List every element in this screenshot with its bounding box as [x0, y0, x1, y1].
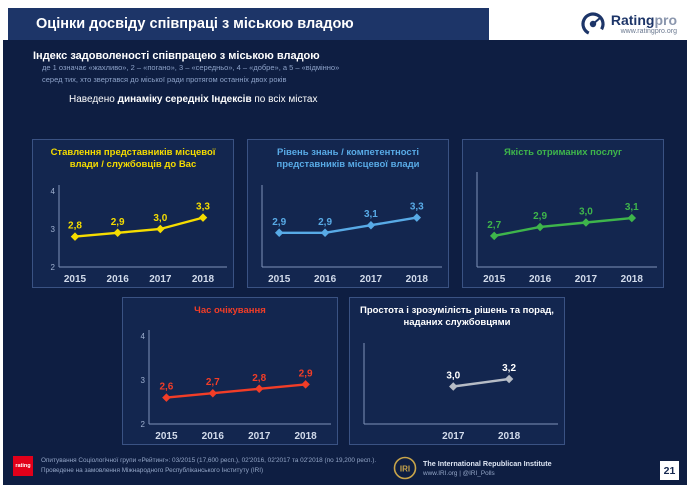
panel-competence: Рівень знань / компетентності представни…: [247, 139, 449, 288]
svg-text:2,9: 2,9: [318, 216, 332, 227]
iri-name: The International Republican Institute: [423, 459, 552, 468]
svg-text:2017: 2017: [575, 274, 598, 285]
svg-text:2015: 2015: [64, 274, 87, 285]
svg-text:3: 3: [51, 225, 56, 234]
svg-text:2015: 2015: [155, 431, 178, 442]
dynamics-note: Наведено динаміку середніх Індексів по в…: [69, 94, 318, 106]
svg-text:3: 3: [141, 376, 146, 385]
rating-group-logo: rating: [13, 456, 33, 476]
line-chart-attitude: 2 3 4 2,8 2015 2,9 2016 3,0 2017 3,3 2018: [33, 173, 233, 287]
svg-text:3,3: 3,3: [196, 201, 210, 212]
svg-text:2017: 2017: [149, 274, 172, 285]
svg-text:2018: 2018: [498, 431, 521, 442]
svg-text:2: 2: [141, 420, 146, 429]
line-chart-competence: 2,9 2015 2,9 2016 3,1 2017 3,3 2018: [248, 173, 448, 287]
index-definition-title: Індекс задоволеності співпрацею з місько…: [33, 50, 320, 62]
svg-text:4: 4: [51, 187, 56, 196]
svg-text:2016: 2016: [107, 274, 130, 285]
panel-waiting-time: Час очікування 2 3 4 2,6 2015 2,7 2016 2,8 2017 2…: [122, 297, 338, 445]
chart-title: Час очікування: [194, 305, 266, 316]
ratingpro-logo: Ratingpro www.ratingpro.org: [499, 8, 681, 40]
line-chart-clarity: 3,0 2017 3,2 2018: [350, 331, 564, 444]
charts-row-1: Ставлення представників місцевої влади /…: [32, 139, 664, 288]
svg-text:2015: 2015: [483, 274, 506, 285]
svg-text:2,9: 2,9: [111, 216, 125, 227]
panel-quality: Якість отриманих послуг 2,7 2015 2,9 2016 3,…: [462, 139, 664, 288]
svg-text:2017: 2017: [248, 431, 271, 442]
svg-text:4: 4: [141, 332, 146, 341]
svg-text:3,3: 3,3: [410, 201, 424, 212]
svg-text:3,2: 3,2: [502, 363, 516, 374]
page-number: 21: [660, 461, 679, 480]
svg-text:2018: 2018: [406, 274, 429, 285]
svg-text:3,0: 3,0: [446, 370, 460, 381]
iri-logo: IRI: [393, 456, 417, 480]
svg-text:2016: 2016: [314, 274, 337, 285]
svg-text:3,0: 3,0: [153, 213, 167, 224]
svg-text:2,9: 2,9: [533, 211, 547, 222]
svg-text:2,7: 2,7: [206, 378, 220, 389]
svg-text:2,6: 2,6: [159, 382, 173, 393]
ratingpro-gauge-icon: [581, 12, 605, 36]
line-chart-waiting-time: 2 3 4 2,6 2015 2,7 2016 2,8 2017 2,9 2018: [123, 318, 337, 444]
svg-text:3,1: 3,1: [625, 202, 639, 213]
svg-text:2018: 2018: [294, 431, 317, 442]
chart-title: Простота і зрозумілість рішень та порад,…: [360, 305, 554, 329]
svg-text:2: 2: [51, 263, 56, 272]
svg-text:2,8: 2,8: [68, 220, 82, 231]
svg-text:2017: 2017: [360, 274, 383, 285]
svg-text:2016: 2016: [202, 431, 225, 442]
footer: rating Опитування Соціологічної групи «Р…: [13, 456, 679, 480]
ratingpro-wordmark: Ratingpro: [610, 11, 677, 28]
chart-title: Якість отриманих послуг: [503, 147, 623, 158]
scale-explanation: де 1 означає «жахливо», 2 – «погано», 3 …: [42, 63, 340, 84]
svg-text:2018: 2018: [192, 274, 215, 285]
chart-title: Рівень знань / компетентності представни…: [276, 147, 420, 171]
page-title: Оцінки досвіду співпраці з міською владо…: [8, 8, 489, 40]
svg-text:2,9: 2,9: [299, 369, 313, 380]
header: Оцінки досвіду співпраці з міською владо…: [3, 3, 687, 40]
panel-attitude: Ставлення представників місцевої влади /…: [32, 139, 234, 288]
svg-text:3,1: 3,1: [364, 209, 378, 220]
iri-links: www.IRI.org | @IRI_Polls: [423, 470, 495, 477]
svg-text:3,0: 3,0: [579, 207, 593, 218]
svg-text:2017: 2017: [442, 431, 465, 442]
svg-text:2018: 2018: [621, 274, 644, 285]
svg-text:2015: 2015: [268, 274, 291, 285]
line-chart-quality: 2,7 2015 2,9 2016 3,0 2017 3,1 2018: [463, 160, 663, 287]
svg-text:2,9: 2,9: [272, 216, 286, 227]
chart-title: Ставлення представників місцевої влади /…: [50, 147, 216, 171]
survey-note: Опитування Соціологічної групи «Рейтинг»…: [41, 457, 377, 474]
panel-clarity: Простота і зрозумілість рішень та порад,…: [349, 297, 565, 445]
charts-row-2: Час очікування 2 3 4 2,6 2015 2,7 2016 2,8 2017 2…: [122, 297, 565, 445]
svg-text:2,8: 2,8: [252, 373, 266, 384]
svg-text:2,7: 2,7: [487, 220, 501, 231]
iri-block: IRI The International Republican Institu…: [393, 456, 552, 480]
ratingpro-url: www.ratingpro.org: [620, 27, 677, 35]
svg-text:2016: 2016: [529, 274, 552, 285]
intro-block: Індекс задоволеності співпрацею з місько…: [33, 50, 339, 105]
svg-text:IRI: IRI: [400, 465, 410, 474]
